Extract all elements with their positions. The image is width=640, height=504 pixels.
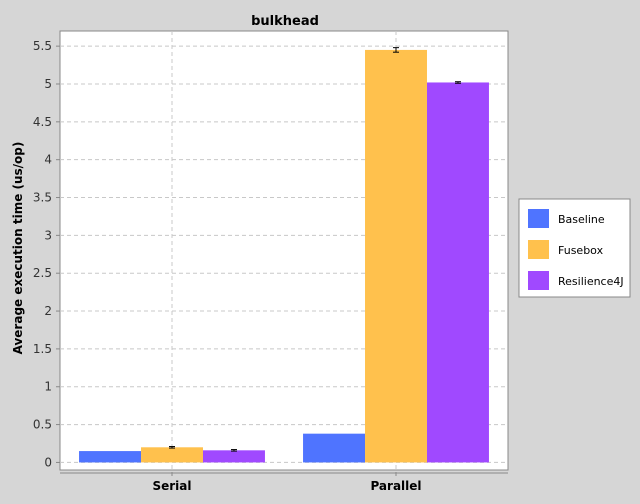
y-tick-label: 5 [44, 77, 52, 91]
y-tick-label: 4 [44, 153, 52, 167]
y-tick-label: 1.5 [33, 342, 52, 356]
y-tick-label: 3.5 [33, 191, 52, 205]
y-axis-title: Average execution time (us/op) [11, 142, 25, 355]
legend-swatch [528, 240, 549, 259]
legend-label: Fusebox [558, 244, 604, 257]
y-tick-label: 0.5 [33, 418, 52, 432]
bar [79, 451, 142, 463]
bar [141, 447, 203, 463]
y-tick-label: 1 [44, 380, 52, 394]
y-tick-label: 0 [44, 455, 52, 469]
bar [365, 49, 427, 463]
x-tick-label: Serial [152, 479, 191, 493]
y-tick-label: 2 [44, 304, 52, 318]
legend: Baseline Fusebox Resilience4J [518, 198, 631, 298]
legend-swatch [528, 209, 549, 228]
chart-title: bulkhead [251, 14, 319, 29]
legend-label: Baseline [558, 213, 605, 226]
legend-swatch [528, 271, 549, 290]
legend-label: Resilience4J [558, 275, 624, 288]
x-tick-label: Parallel [370, 479, 421, 493]
y-tick-label: 3 [44, 228, 52, 242]
y-tick-label: 2.5 [33, 266, 52, 280]
bars [79, 47, 489, 463]
y-tick-label: 5.5 [33, 39, 52, 53]
bar [426, 82, 489, 463]
axes: 0 0.5 1 1.5 2 2.5 3 3.5 4 4.5 5 5.5 Serial Parallel [33, 39, 508, 493]
y-tick-label: 4.5 [33, 115, 52, 129]
bar [202, 450, 265, 463]
bar [303, 433, 366, 463]
